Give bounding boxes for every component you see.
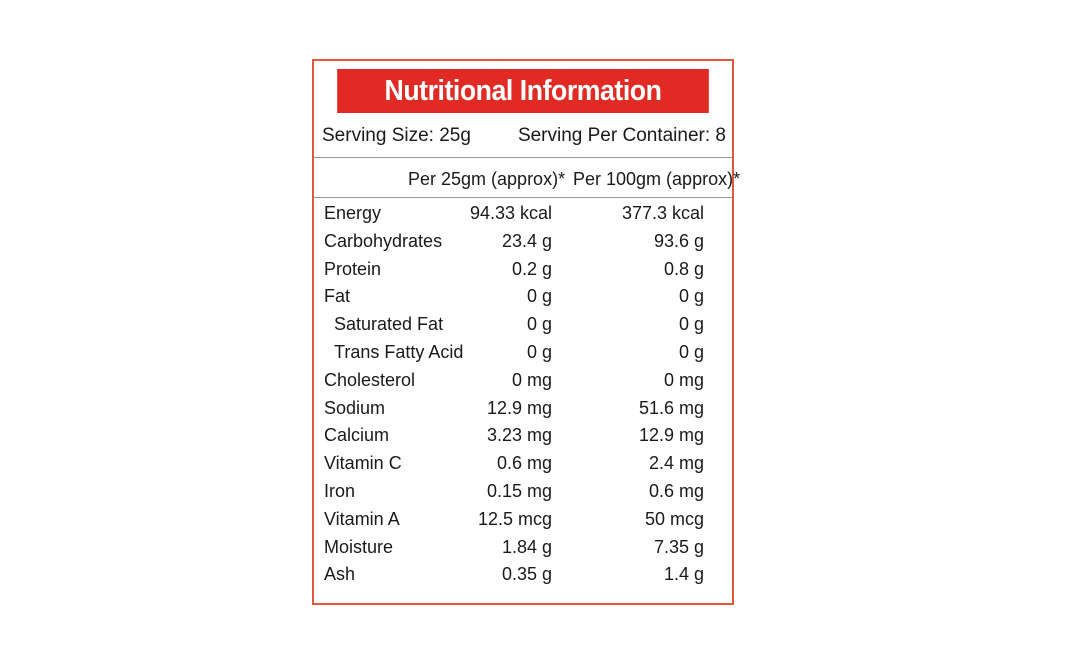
nutrient-row: Energy 94.33 kcal 377.3 kcal: [314, 201, 732, 229]
column-header-per-100gm: Per 100gm (approx)*: [573, 169, 741, 189]
nutrient-name: Cholesterol: [324, 369, 416, 390]
nutrient-value-per-100gm: 93.6 g: [653, 230, 704, 251]
nutrient-value-per-100gm: 0 g: [678, 341, 704, 362]
serving-info-row: Serving Size: 25g Serving Per Container:…: [322, 121, 726, 151]
column-header-per-25gm: Per 25gm (approx)*: [408, 169, 566, 189]
nutrient-value-per-100gm: 0.6 mg: [648, 480, 704, 501]
nutrition-label: Nutritional Information Serving Size: 25…: [312, 59, 740, 605]
nutrient-value-per-100gm: 377.3 kcal: [621, 203, 704, 223]
nutrient-value-per-25gm: 3.23 mg: [486, 425, 552, 446]
nutrient-value-per-25gm: 0.2 g: [511, 258, 552, 279]
nutrient-value-per-25gm: 0 g: [526, 341, 552, 362]
nutrition-title: Nutritional Information: [337, 69, 709, 113]
nutrient-name: Sodium: [324, 397, 386, 418]
nutrient-row: Ash 0.35 g 1.4 g: [314, 562, 732, 590]
nutrient-name: Calcium: [324, 425, 390, 446]
nutrient-row: Vitamin C 0.6 mg 2.4 mg: [314, 451, 732, 479]
nutrient-name: Trans Fatty Acid: [334, 341, 464, 362]
nutrient-name: Moisture: [324, 536, 394, 557]
nutrient-name: Fat: [324, 286, 351, 307]
nutrient-value-per-25gm: 0.35 g: [501, 564, 552, 585]
nutrient-row: Sodium 12.9 mg 51.6 mg: [314, 396, 732, 424]
nutrient-row: Cholesterol 0 mg 0 mg: [314, 368, 732, 396]
nutrient-value-per-100gm: 0 g: [678, 314, 704, 335]
nutrient-row: Fat 0 g 0 g: [314, 284, 732, 312]
nutrient-value-per-100gm: 0.8 g: [663, 258, 704, 279]
nutrient-name: Carbohydrates: [324, 230, 443, 251]
nutrient-value-per-25gm: 12.9 mg: [486, 397, 552, 418]
nutrient-name: Vitamin A: [324, 508, 400, 529]
nutrient-name: Energy: [324, 203, 382, 223]
nutrient-value-per-25gm: 0 g: [526, 286, 552, 307]
nutrient-row: Iron 0.15 mg 0.6 mg: [314, 479, 732, 507]
nutrient-row: Carbohydrates 23.4 g 93.6 g: [314, 229, 732, 257]
nutrient-row: Trans Fatty Acid 0 g 0 g: [314, 340, 732, 368]
nutrient-row: Vitamin A 12.5 mcg 50 mcg: [314, 507, 732, 535]
divider-bottom: [314, 197, 732, 198]
nutrient-value-per-25gm: 1.84 g: [501, 536, 552, 557]
nutrient-value-per-100gm: 51.6 mg: [638, 397, 704, 418]
divider-top: [314, 157, 732, 158]
nutrient-value-per-100gm: 0 mg: [663, 369, 704, 390]
nutrient-name: Protein: [324, 258, 382, 279]
nutrient-value-per-25gm: 12.5 mcg: [477, 508, 552, 529]
nutrient-name: Ash: [324, 564, 356, 585]
nutrient-value-per-100gm: 7.35 g: [653, 536, 704, 557]
nutrient-value-per-100gm: 0 g: [678, 286, 704, 307]
nutrient-value-per-100gm: 12.9 mg: [638, 425, 704, 446]
nutrient-value-per-25gm: 0.15 mg: [486, 480, 552, 501]
nutrient-value-per-25gm: 0 g: [526, 314, 552, 335]
serving-size: Serving Size: 25g: [322, 125, 471, 146]
nutrient-row: Calcium 3.23 mg 12.9 mg: [314, 423, 732, 451]
nutrient-value-per-100gm: 1.4 g: [663, 564, 704, 585]
nutrient-value-per-100gm: 2.4 mg: [648, 453, 704, 474]
nutrient-name: Vitamin C: [324, 453, 402, 474]
nutrient-name: Iron: [324, 480, 356, 501]
nutrient-table: Energy 94.33 kcal 377.3 kcal Carbohydrates 2…: [314, 201, 732, 590]
column-header-row: Per 25gm (approx)* Per 100gm (approx)*: [314, 165, 740, 195]
nutrient-name: Saturated Fat: [334, 314, 444, 335]
nutrient-value-per-100gm: 50 mcg: [644, 508, 704, 529]
nutrient-value-per-25gm: 23.4 g: [501, 230, 552, 251]
nutrient-value-per-25gm: 0.6 mg: [496, 453, 552, 474]
nutrient-row: Protein 0.2 g 0.8 g: [314, 257, 732, 285]
nutrient-row: Moisture 1.84 g 7.35 g: [314, 535, 732, 563]
nutrient-value-per-25gm: 94.33 kcal: [469, 203, 552, 223]
nutrient-row: Saturated Fat 0 g 0 g: [314, 312, 732, 340]
servings-per-container: Serving Per Container: 8: [517, 125, 726, 146]
nutrient-value-per-25gm: 0 mg: [511, 369, 552, 390]
